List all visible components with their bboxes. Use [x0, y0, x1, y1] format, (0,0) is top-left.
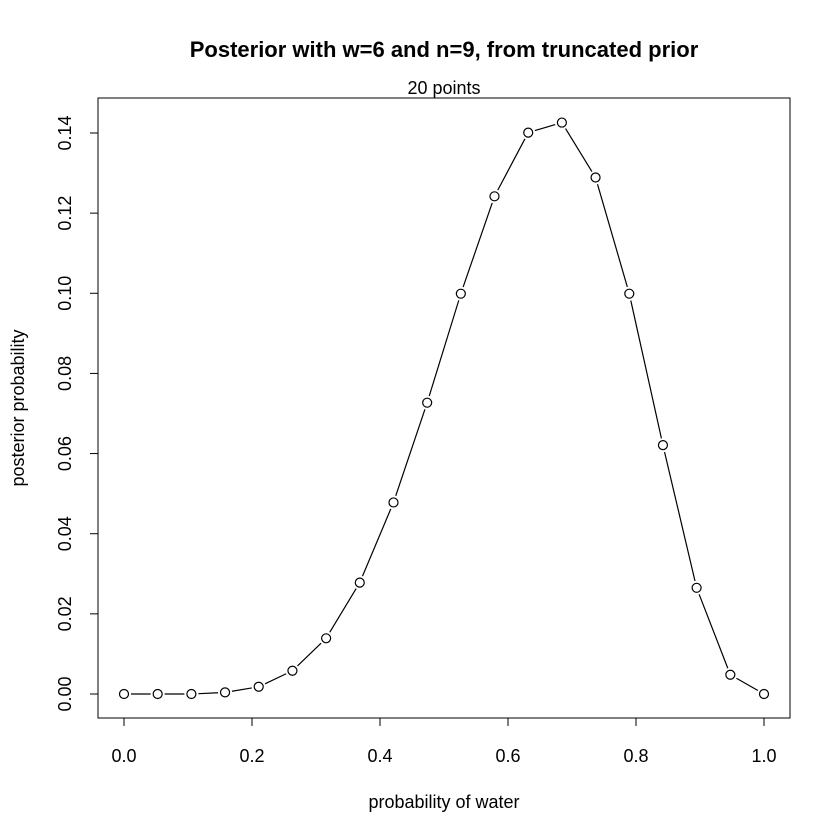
data-point [422, 397, 433, 408]
series-segment [565, 128, 593, 172]
data-point [219, 687, 231, 698]
data-point [152, 688, 163, 700]
x-tick-label: 0.0 [111, 746, 136, 766]
series-line-group [131, 124, 759, 695]
series-segment [663, 451, 696, 582]
y-tick-label: 0.14 [55, 115, 75, 150]
data-point [758, 688, 770, 700]
chart-title: Posterior with w=6 and n=9, from truncat… [190, 37, 699, 62]
chart-subtitle: 20 points [407, 78, 480, 98]
data-point [624, 288, 635, 299]
y-tick-label: 0.10 [55, 276, 75, 311]
x-tick-label: 0.8 [623, 746, 648, 766]
y-axis-label: posterior probability [8, 329, 28, 486]
series-segment [534, 124, 556, 132]
y-tick-label: 0.04 [55, 516, 75, 551]
data-point [590, 172, 601, 183]
data-point [489, 191, 500, 202]
x-axis: 0.0 0.2 0.4 0.6 0.8 1.0 [111, 717, 777, 766]
data-point [321, 633, 332, 644]
series-segment [497, 138, 526, 191]
data-point [253, 681, 264, 692]
x-tick-label: 1.0 [751, 746, 776, 766]
series-segment [297, 642, 322, 667]
y-tick-label: 0.00 [55, 676, 75, 711]
y-tick-label: 0.08 [55, 356, 75, 391]
series-segment [698, 594, 729, 669]
series-segment [596, 184, 628, 288]
data-point [118, 688, 130, 700]
y-axis: 0.00 0.02 0.04 0.06 0.08 0.10 0.12 0.14 [55, 115, 99, 712]
series-segment [736, 677, 759, 692]
y-tick-label: 0.12 [55, 196, 75, 231]
series-points-group [118, 117, 770, 700]
x-tick-label: 0.6 [495, 746, 520, 766]
data-point [556, 117, 567, 128]
series-segment [231, 687, 252, 692]
series-segment [395, 409, 426, 497]
y-tick-label: 0.06 [55, 436, 75, 471]
x-tick-label: 0.4 [367, 746, 392, 766]
data-point [287, 665, 298, 676]
x-tick-label: 0.2 [239, 746, 264, 766]
plot-frame [97, 97, 791, 719]
data-point [657, 440, 669, 451]
data-point [523, 127, 534, 138]
data-point [388, 497, 399, 508]
series-segment [361, 508, 392, 577]
x-axis-label: probability of water [368, 792, 519, 812]
data-point [691, 582, 702, 593]
series-segment [428, 300, 460, 397]
series-segment [462, 202, 493, 288]
data-point [455, 288, 466, 299]
series-segment [329, 588, 357, 633]
y-tick-label: 0.02 [55, 596, 75, 631]
series-segment [264, 673, 287, 685]
series-segment [630, 300, 663, 439]
data-point [186, 688, 197, 700]
series-segment [198, 692, 219, 695]
data-point [725, 669, 736, 680]
data-point [354, 577, 365, 588]
